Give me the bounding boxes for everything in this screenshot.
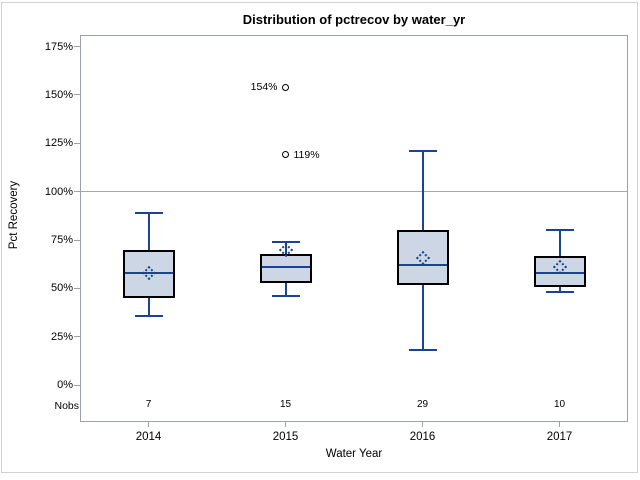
y-tick [74, 46, 80, 48]
y-tick-label: 50% [50, 282, 73, 295]
x-tick [148, 422, 149, 427]
x-tick [285, 422, 286, 427]
outlier-point [282, 151, 289, 159]
box-2017 [533, 255, 586, 287]
y-tick-label: 175% [44, 40, 73, 53]
nobs-value: 10 [553, 399, 566, 410]
x-category-label: 2017 [546, 431, 573, 443]
y-tick-label: 25% [50, 330, 73, 343]
whisker-cap-high [271, 241, 300, 244]
nobs-value: 29 [416, 399, 429, 410]
x-tick [559, 422, 560, 427]
y-tick [74, 239, 80, 241]
median-line [124, 272, 173, 274]
median-line [535, 272, 584, 274]
y-tick [74, 336, 80, 338]
median-line [398, 264, 447, 267]
whisker-cap-low [134, 314, 163, 317]
nobs-value: 7 [145, 399, 152, 410]
chart-title: Distribution of pctrecov by water_yr [242, 12, 466, 27]
plot-area: 7 154% 119% 15 29 10 [80, 35, 628, 422]
y-tick [74, 191, 80, 193]
y-tick [74, 142, 80, 144]
y-tick-label: 125% [44, 137, 73, 150]
nobs-value: 15 [279, 399, 292, 410]
x-category-label: 2015 [272, 431, 299, 443]
box-2016 [396, 230, 449, 285]
whisker-cap-high [408, 150, 437, 153]
whisker-cap-low [271, 295, 300, 298]
whisker-cap-low [408, 349, 437, 352]
whisker-cap-high [134, 212, 163, 215]
median-line [261, 266, 310, 269]
whisker-cap-low [545, 291, 574, 294]
y-tick [74, 384, 80, 386]
outlier-point [282, 83, 289, 91]
y-tick-label: 0% [57, 379, 73, 392]
whisker-cap-high [545, 229, 574, 232]
x-category-label: 2016 [409, 431, 436, 443]
y-tick [74, 94, 80, 96]
y-tick-label: 75% [50, 234, 73, 247]
y-tick-label: 150% [44, 88, 73, 101]
outlier-label: 154% [250, 81, 278, 94]
reference-line [80, 191, 628, 193]
x-category-label: 2014 [135, 431, 162, 443]
outlier-label: 119% [293, 148, 320, 161]
x-tick [422, 422, 423, 427]
x-axis-title: Water Year [325, 448, 383, 460]
y-tick [74, 287, 80, 289]
y-axis-title-text: Pct Recovery [8, 180, 20, 250]
nobs-row-label: Nobs [54, 400, 79, 412]
y-tick-label: 100% [44, 185, 73, 198]
